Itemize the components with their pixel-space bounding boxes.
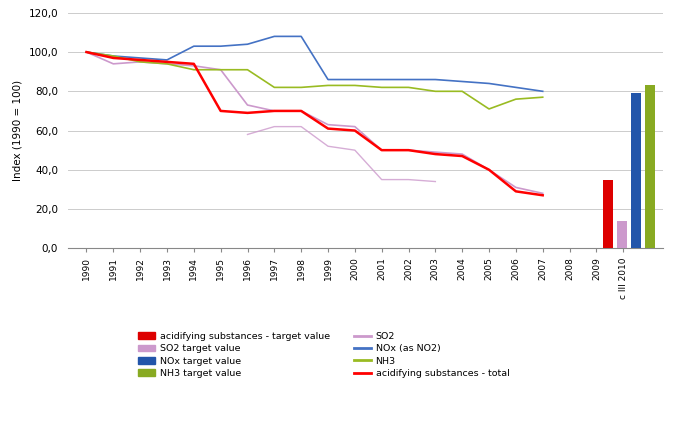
Legend: acidifying substances - target value, SO2 target value, NOx target value, NH3 ta: acidifying substances - target value, SO…	[135, 328, 513, 382]
Bar	[603, 180, 613, 248]
Y-axis label: Index (1990 = 100): Index (1990 = 100)	[13, 80, 23, 181]
Bar	[631, 93, 641, 248]
Bar	[617, 221, 627, 248]
Bar	[645, 86, 655, 248]
